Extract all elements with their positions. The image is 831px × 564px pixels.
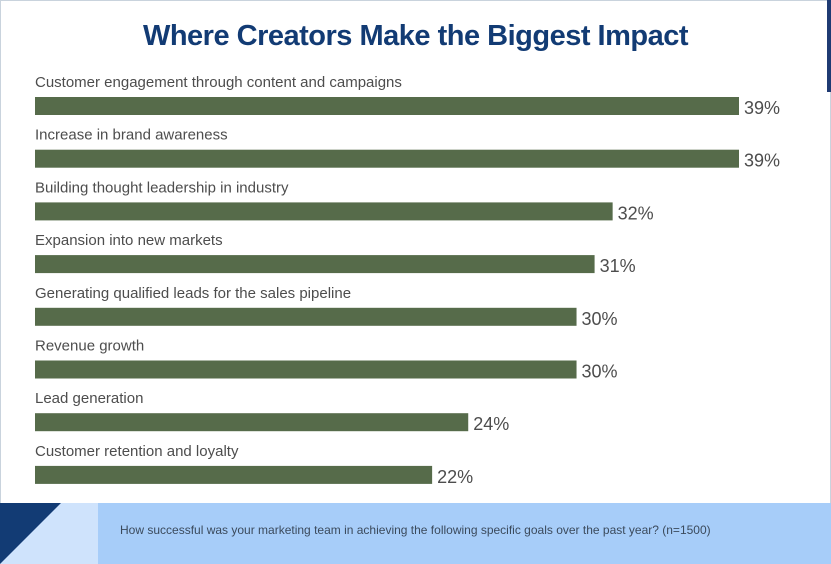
category-label: Increase in brand awareness [35,127,228,144]
category-label: Customer retention and loyalty [35,443,239,460]
category-label: Generating qualified leads for the sales… [35,285,351,302]
bar [35,307,577,326]
bar [35,202,613,221]
value-label: 24% [473,414,509,434]
corner-accent [827,0,831,92]
bar-chart: Customer engagement through content and … [35,74,780,487]
value-label: 39% [744,98,780,118]
footer-decoration-dark [0,503,61,564]
value-label: 32% [618,203,654,223]
value-label: 39% [744,151,780,171]
chart-title: Where Creators Make the Biggest Impact [142,20,689,52]
category-label: Customer engagement through content and … [35,74,402,91]
category-label: Building thought leadership in industry [35,179,289,196]
category-label: Revenue growth [35,338,144,355]
value-label: 30% [582,309,618,329]
value-label: 22% [437,467,473,487]
category-label: Lead generation [35,390,143,407]
footer-band: How successful was your marketing team i… [0,503,831,564]
bar [35,413,469,432]
bar [35,149,739,168]
bar [35,465,433,484]
survey-question-footnote: How successful was your marketing team i… [120,523,711,537]
bar [35,255,595,274]
category-label: Expansion into new markets [35,232,223,249]
bar [35,97,739,115]
bar [35,360,577,379]
value-label: 30% [582,362,618,382]
value-label: 31% [600,256,636,276]
